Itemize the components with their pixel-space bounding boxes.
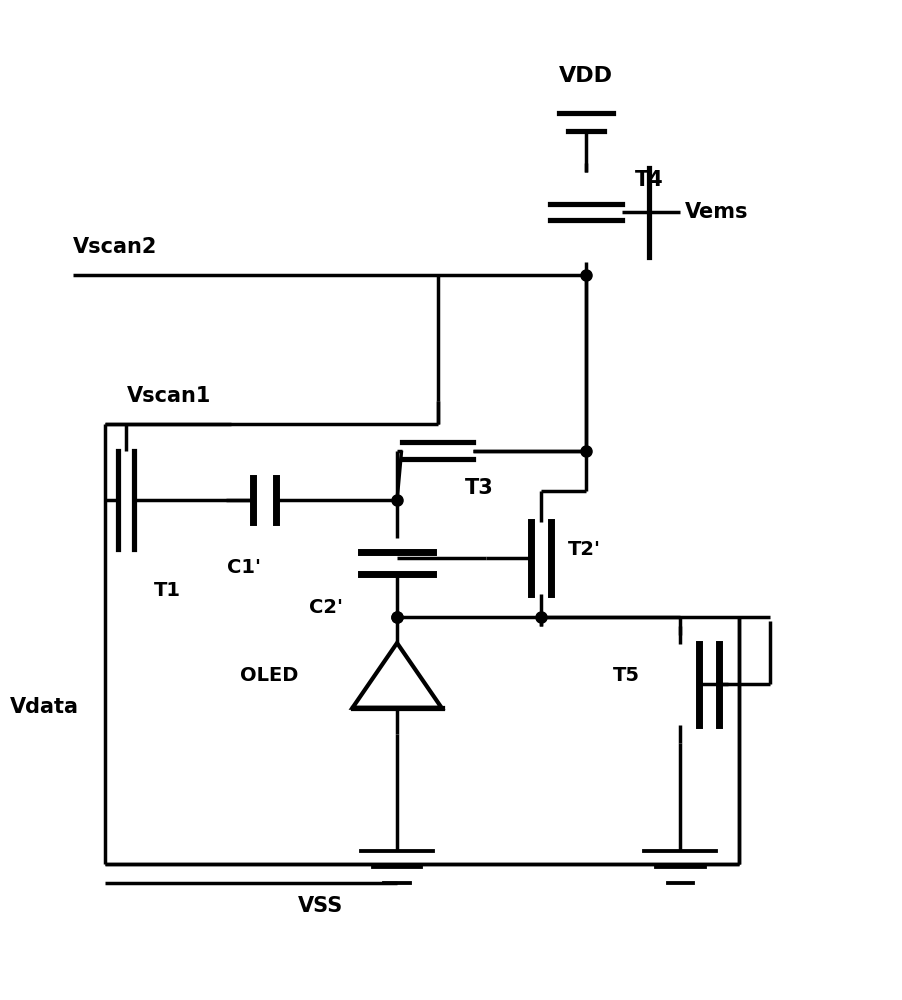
Text: Vscan1: Vscan1	[127, 386, 212, 406]
Text: C2': C2'	[309, 598, 343, 617]
Text: OLED: OLED	[240, 666, 299, 685]
Text: Vdata: Vdata	[11, 697, 79, 717]
Text: T2': T2'	[568, 540, 601, 559]
Text: VDD: VDD	[559, 66, 612, 86]
Text: T4: T4	[635, 170, 664, 190]
Text: C1': C1'	[227, 558, 262, 577]
Text: T3: T3	[465, 478, 493, 498]
Text: VSS: VSS	[298, 896, 343, 916]
Text: T1: T1	[154, 581, 181, 600]
Text: Vscan2: Vscan2	[73, 237, 158, 257]
Text: T5: T5	[612, 666, 640, 685]
Text: Vems: Vems	[685, 202, 749, 222]
